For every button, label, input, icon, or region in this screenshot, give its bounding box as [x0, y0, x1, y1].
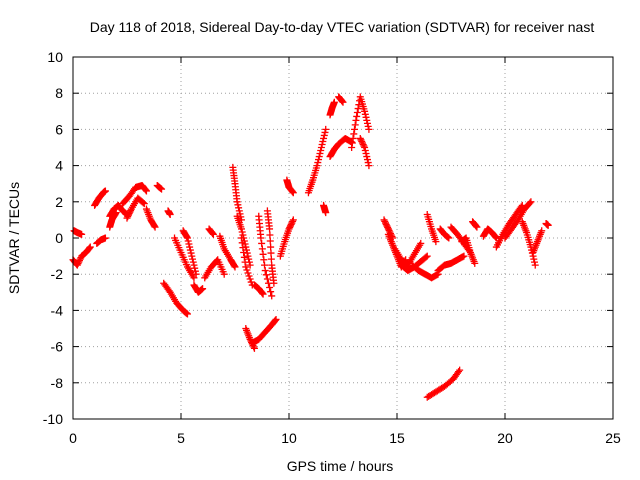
- data-series-t11: [164, 207, 174, 218]
- data-series-t42: [434, 252, 468, 275]
- y-tick-label: -2: [51, 266, 64, 282]
- data-series-t43: [423, 366, 464, 401]
- y-tick-label: -10: [43, 411, 63, 427]
- data-marker-track: [233, 212, 254, 269]
- data-marker-track: [326, 98, 338, 119]
- data-series-t10: [153, 182, 166, 193]
- data-series-t16: [201, 256, 228, 282]
- data-series-t35: [356, 134, 373, 170]
- data-marker-track: [91, 187, 109, 209]
- data-marker-track: [479, 225, 500, 242]
- x-axis-title: GPS time / hours: [287, 458, 394, 474]
- data-series-t20: [233, 212, 254, 269]
- tick-layer: 0 5 10 15 20 25 -10 -8 -6 -4 -2 0 2 4 6 8 10: [43, 49, 621, 446]
- data-marker-track: [153, 182, 166, 193]
- data-marker-track: [492, 201, 526, 251]
- x-tick-label: 5: [177, 430, 185, 446]
- data-series-t17: [205, 225, 217, 238]
- data-series-t32: [326, 98, 338, 119]
- data-marker-track: [458, 234, 479, 267]
- data-marker-track: [408, 261, 442, 282]
- data-series-t33: [335, 93, 347, 106]
- data-series-t19: [229, 163, 245, 224]
- data-series-t08: [123, 194, 148, 222]
- y-tick-label: 0: [55, 230, 63, 246]
- data-series-t50: [501, 198, 535, 242]
- data-series-t09: [142, 205, 159, 231]
- x-tick-label: 0: [69, 430, 77, 446]
- data-series-t18: [216, 232, 239, 271]
- data-marker-track: [250, 281, 267, 298]
- data-marker-track: [304, 125, 330, 197]
- grid-layer: [73, 57, 613, 419]
- data-series-t05: [106, 201, 131, 220]
- data-series-t12: [160, 279, 191, 318]
- data-marker-track: [93, 234, 109, 247]
- data-series-t29: [304, 125, 330, 197]
- data-marker-track: [160, 279, 191, 318]
- y-tick-label: -4: [51, 302, 64, 318]
- chart-title: Day 118 of 2018, Sidereal Day-to-day VTE…: [90, 19, 595, 35]
- y-tick-label: 6: [55, 121, 63, 137]
- data-series-t40: [408, 261, 442, 282]
- data-series-t41: [423, 210, 440, 246]
- data-series-t28: [283, 176, 297, 197]
- data-series-t27: [276, 216, 297, 260]
- data-series-t38: [391, 239, 425, 269]
- data-layer: [69, 93, 552, 401]
- data-series-t46: [458, 234, 479, 267]
- data-series-t15: [190, 281, 207, 296]
- data-series-t23: [248, 315, 280, 347]
- y-tick-label: 8: [55, 85, 63, 101]
- y-tick-label: 2: [55, 194, 63, 210]
- data-series-t44: [436, 225, 453, 242]
- data-marker-track: [283, 176, 297, 197]
- y-tick-label: 4: [55, 158, 63, 174]
- data-marker-track: [190, 281, 207, 296]
- data-series-t47: [469, 218, 481, 231]
- data-marker-track: [320, 201, 330, 217]
- data-marker-track: [356, 134, 373, 170]
- data-marker-track: [423, 366, 464, 401]
- data-series-t52: [529, 227, 546, 256]
- data-marker-track: [164, 207, 174, 218]
- data-series-t21: [237, 234, 256, 289]
- data-series-t04: [93, 234, 109, 247]
- data-marker-track: [142, 205, 159, 231]
- data-series-t06: [106, 209, 120, 231]
- y-tick-label: -6: [51, 339, 64, 355]
- data-series-t07: [119, 182, 150, 208]
- data-series-t24: [255, 212, 276, 300]
- data-series-t02: [70, 227, 86, 238]
- data-series-t03: [91, 187, 109, 209]
- data-marker-track: [248, 315, 280, 347]
- data-series-t14: [179, 227, 200, 278]
- data-series-t31: [326, 134, 356, 161]
- data-marker-track: [237, 234, 256, 289]
- y-axis-title: SDTVAR / TECUs: [6, 182, 22, 294]
- x-tick-label: 10: [281, 430, 297, 446]
- data-marker-track: [201, 256, 228, 282]
- data-series-t26: [263, 207, 278, 287]
- data-series-t13: [171, 234, 198, 282]
- data-marker-track: [423, 210, 440, 246]
- y-tick-label: 10: [47, 49, 63, 65]
- x-tick-label: 25: [605, 430, 621, 446]
- data-series-t25: [250, 281, 267, 298]
- data-marker-track: [205, 225, 217, 238]
- data-series-t48: [479, 225, 500, 242]
- data-marker-track: [469, 218, 481, 231]
- data-marker-track: [106, 209, 120, 231]
- data-series-t53: [542, 220, 552, 229]
- x-tick-label: 15: [389, 430, 405, 446]
- data-marker-track: [542, 220, 552, 229]
- data-series-t34: [348, 93, 373, 151]
- y-tick-label: -8: [51, 375, 64, 391]
- data-series-t30: [320, 201, 330, 217]
- x-tick-label: 20: [497, 430, 513, 446]
- data-series-t49: [492, 201, 526, 251]
